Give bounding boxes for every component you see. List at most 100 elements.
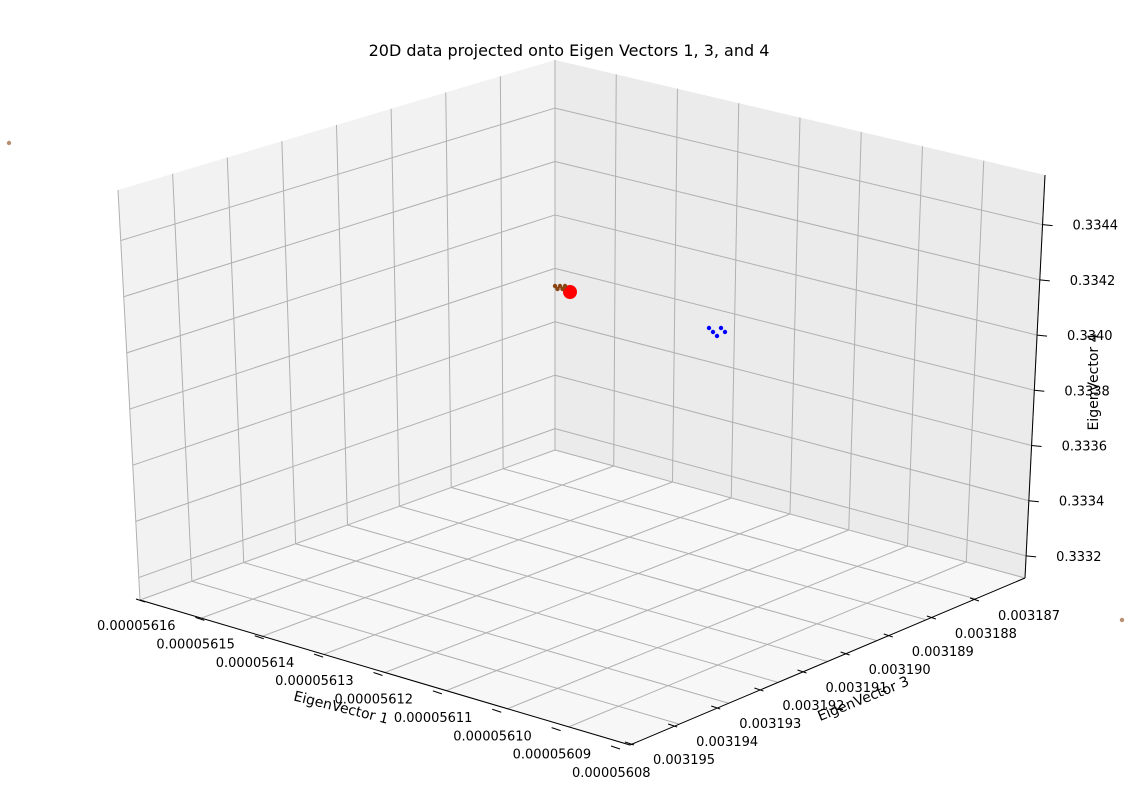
x-tick-mark [551, 727, 561, 732]
left-pane-grid-h [123, 161, 556, 298]
outliers-point [6, 140, 12, 146]
right-pane-grid-v [965, 160, 985, 563]
right-pane-grid-v [672, 88, 678, 483]
right-pane-grid-h [554, 214, 1038, 336]
cluster-a-point [557, 283, 563, 289]
y-tick-mark [624, 741, 635, 746]
left-pane-grid-h [135, 374, 556, 522]
y-tick-mark [797, 669, 807, 674]
z-tick-mark [1039, 279, 1050, 282]
floor-grid-y [446, 529, 849, 692]
z-tick-mark [1031, 445, 1042, 448]
left-pane-grid-v [499, 76, 504, 469]
floor-grid-y [568, 561, 967, 728]
left-pane-grid-v [281, 141, 297, 544]
right-pane-grid-v [613, 74, 617, 467]
x-tick-label: 0.00005612 [335, 693, 414, 708]
x-tick-label: 0.00005609 [513, 748, 592, 763]
y-tick-mark [926, 615, 937, 620]
y-axis-line [629, 577, 1026, 746]
z-tick-mark [1026, 555, 1037, 558]
left-pane-grid-h [120, 107, 556, 242]
z-tick-label: 0.3344 [1073, 219, 1119, 234]
z-tick-label: 0.3338 [1064, 384, 1110, 399]
x-tick-label: 0.00005611 [394, 711, 473, 726]
left-pane-grid-h [132, 321, 556, 466]
y-tick-mark [667, 723, 678, 728]
z-tick-mark [1042, 224, 1053, 227]
right-pane [555, 60, 1045, 578]
floor-grid-y [507, 545, 908, 710]
y-tick-mark [711, 705, 721, 710]
cluster-a-point [555, 286, 560, 292]
cluster-a-point [552, 283, 558, 289]
x-tick-mark [254, 635, 264, 640]
x-tick-label: 0.00005616 [97, 619, 176, 634]
right-pane-grid-h [554, 161, 1040, 281]
y-tick-mark [883, 633, 893, 638]
right-pane-grid-v [907, 146, 923, 547]
right-pane-grid-h [554, 107, 1043, 226]
right-pane-grid-h [554, 374, 1029, 502]
left-pane-grid-v [117, 189, 141, 601]
x-tick-mark [492, 708, 502, 713]
z-tick-mark [1034, 389, 1045, 392]
right-pane-grid-h [554, 428, 1027, 557]
left-pane-grid-h [138, 428, 556, 579]
right-pane-grid-v [848, 131, 862, 531]
y-tick-label: 0.003190 [869, 663, 931, 678]
x-tick-mark [373, 672, 383, 676]
y-tick-mark [754, 687, 764, 692]
chart-title: 20D data projected onto Eigen Vectors 1,… [369, 41, 770, 60]
z-tick-label: 0.3336 [1062, 440, 1108, 455]
cluster-b-point [710, 329, 716, 335]
cluster-b-point [714, 333, 720, 339]
y-tick-mark [969, 597, 980, 602]
x-tick-label: 0.00005614 [216, 656, 295, 671]
x-tick-mark [195, 616, 205, 621]
z-axis-line [1024, 174, 1046, 579]
x-tick-mark [432, 690, 443, 695]
cluster-b-point [718, 325, 724, 331]
z-axis-label: EigenVector 4 [1086, 333, 1102, 430]
floor-grid-y [262, 481, 673, 637]
floor-grid-y [139, 449, 556, 601]
z-tick-mark [1028, 500, 1039, 503]
z-tick-label: 0.3334 [1059, 495, 1105, 510]
ticks: 0.3332 0.3334 0.3336 0.3338 0.3340 0.3342 0.33… [97, 174, 1119, 781]
floor-grid-y [323, 497, 732, 655]
y-tick-label: 0.003187 [998, 609, 1060, 624]
x-tick-mark [313, 653, 324, 658]
y-tick-label: 0.003194 [696, 735, 758, 750]
x-tick-label: 0.00005615 [156, 637, 235, 652]
z-tick-mark [1037, 334, 1048, 337]
y-tick-label: 0.003191 [826, 681, 888, 696]
cluster-a-point [562, 283, 568, 289]
cluster-b-point [722, 329, 728, 335]
x-tick-mark [135, 598, 146, 603]
data-points [6, 140, 1125, 623]
outliers-point [1119, 617, 1125, 623]
y-tick-label: 0.003192 [782, 699, 844, 714]
cluster-a-point [560, 286, 565, 292]
right-pane-grid-h [554, 321, 1032, 446]
floor-grid-y [384, 513, 791, 673]
floor-grid-y [201, 465, 614, 619]
left-pane-grid-v [336, 124, 348, 526]
x-tick-label: 0.00005613 [275, 674, 354, 689]
z-tick-label: 0.3340 [1067, 329, 1113, 344]
x-tick-label: 0.00005610 [453, 729, 532, 744]
highlight-point [563, 285, 577, 299]
y-tick-label: 0.003195 [653, 753, 715, 768]
cluster-b-point [706, 325, 712, 331]
left-pane-grid-v [226, 157, 245, 563]
right-pane-grid-v [730, 103, 740, 499]
x-tick-label: 0.00005608 [572, 766, 651, 781]
x-tick-mark [610, 745, 621, 750]
left-pane-grid-v [172, 173, 193, 582]
y-tick-mark [840, 651, 850, 656]
left-pane-grid-h [126, 214, 556, 354]
z-tick-label: 0.3332 [1056, 550, 1102, 565]
y-tick-label: 0.003189 [912, 645, 974, 660]
